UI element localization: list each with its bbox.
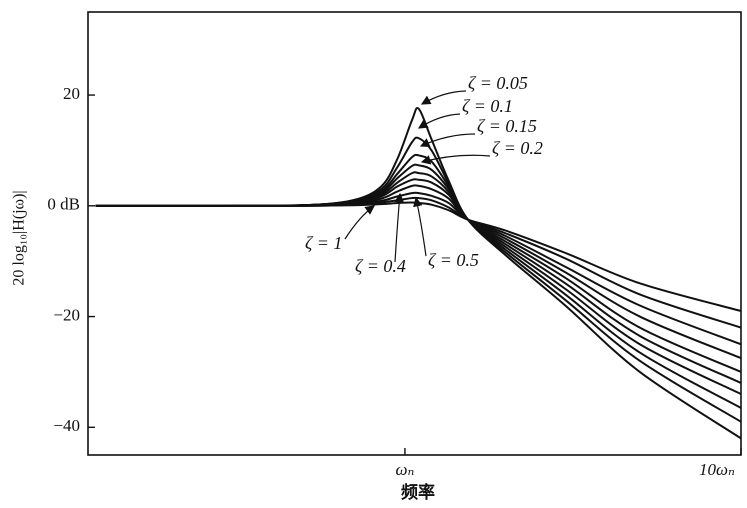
annotation-arrow [344,205,375,240]
curve-label: ζ = 0.1 [462,96,513,116]
curve-label: ζ = 0.2 [492,138,543,158]
curve-label: ζ = 0.05 [468,73,528,93]
y-tick-label: −40 [53,416,80,435]
curve-label: ζ = 0.4 [355,256,406,276]
x-tick-label: 10ωₙ [699,460,735,479]
y-tick-label: 20 [63,84,80,103]
annotation-arrow [420,90,467,105]
annotation-arrow [419,133,476,147]
response-curve [95,107,742,440]
curve-label: ζ = 0.5 [428,250,479,270]
x-tick-label: ωₙ [395,460,414,479]
y-axis-label: 20 log₁₀|H(jω)| [11,190,28,285]
annotation-arrow [417,113,461,129]
response-curve [95,163,742,395]
annotation-arrow [420,154,491,165]
y-tick-label: −20 [53,305,80,324]
y-tick-label: 0 dB [47,195,80,214]
annotation-arrow [413,196,427,257]
annotation-arrow [394,192,405,263]
x-axis-label: 频率 [401,482,435,502]
curve-label: ζ = 0.15 [477,116,537,136]
curve-label: ζ = 1 [305,233,342,253]
plot-frame [87,11,742,456]
response-curve [95,201,742,312]
response-curve [95,191,742,346]
